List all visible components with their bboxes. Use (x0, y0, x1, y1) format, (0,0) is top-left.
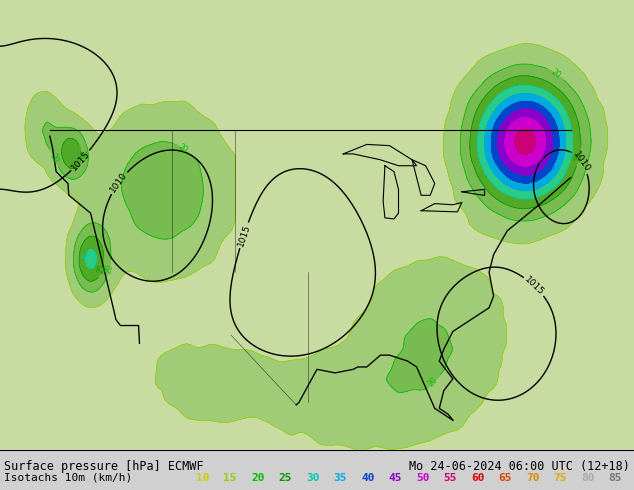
Text: 30: 30 (81, 250, 92, 262)
Text: 1015: 1015 (523, 275, 546, 297)
Text: 40: 40 (361, 473, 375, 483)
Text: 60: 60 (471, 473, 484, 483)
Text: 55: 55 (444, 473, 457, 483)
Text: 35: 35 (333, 473, 347, 483)
Text: 20: 20 (48, 152, 60, 164)
Text: Isotachs 10m (km/h): Isotachs 10m (km/h) (4, 473, 133, 483)
Text: 25: 25 (278, 473, 292, 483)
Text: 40: 40 (545, 161, 558, 174)
Text: 15: 15 (224, 473, 237, 483)
Text: 20: 20 (427, 375, 440, 389)
Text: 20: 20 (549, 67, 562, 80)
Text: 80: 80 (581, 473, 595, 483)
Text: 25: 25 (573, 151, 585, 162)
Text: Surface pressure [hPa] ECMWF: Surface pressure [hPa] ECMWF (4, 460, 204, 473)
Text: 30: 30 (566, 148, 577, 160)
Bar (0, 0, 72, 450)
Text: Mo 24-06-2024 06:00 UTC (12+18): Mo 24-06-2024 06:00 UTC (12+18) (409, 460, 630, 473)
Text: 50: 50 (534, 151, 547, 165)
Text: 65: 65 (498, 473, 512, 483)
Text: 75: 75 (553, 473, 567, 483)
Text: 20: 20 (176, 142, 189, 155)
Text: 20: 20 (251, 473, 264, 483)
Text: 20: 20 (103, 263, 115, 275)
Text: 1010: 1010 (108, 171, 129, 195)
Text: 1015: 1015 (70, 149, 92, 172)
Text: 30: 30 (306, 473, 320, 483)
Text: 85: 85 (609, 473, 622, 483)
Text: 70: 70 (526, 473, 540, 483)
Text: 25: 25 (77, 149, 86, 159)
Text: 1010: 1010 (571, 150, 592, 174)
Text: 10: 10 (196, 473, 209, 483)
Text: 45: 45 (389, 473, 402, 483)
Text: 50: 50 (416, 473, 429, 483)
Text: 1015: 1015 (236, 223, 252, 247)
Text: 25: 25 (96, 263, 108, 275)
